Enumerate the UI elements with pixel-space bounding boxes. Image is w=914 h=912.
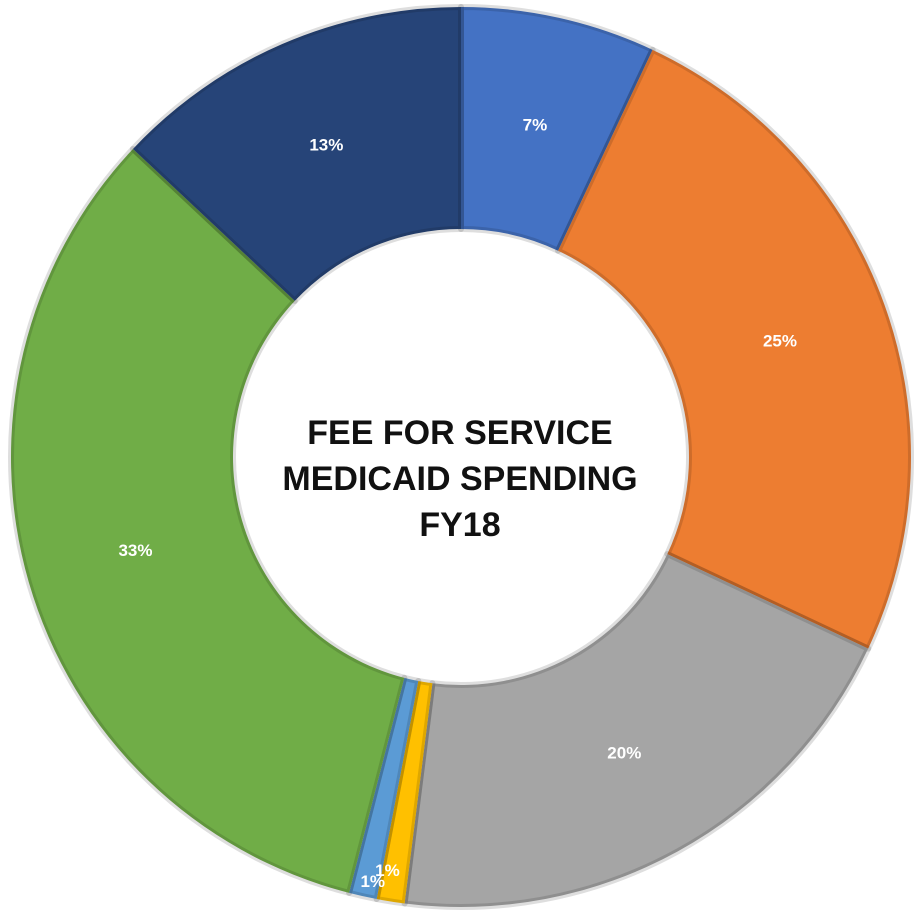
slice: [458, 4, 656, 254]
chart-title: FEE FOR SERVICE MEDICAID SPENDING FY18: [282, 414, 638, 544]
slice: [8, 145, 408, 896]
data-label: 1%: [360, 872, 385, 891]
data-label: 20%: [607, 744, 641, 763]
data-label: 13%: [309, 135, 343, 154]
slice: [373, 677, 436, 907]
slice: [555, 46, 914, 652]
data-label: 33%: [118, 541, 152, 560]
slice: [129, 4, 464, 304]
data-label: 7%: [523, 116, 548, 135]
slice: [346, 674, 422, 903]
data-label: 1%: [375, 861, 400, 880]
data-label: 25%: [763, 332, 797, 351]
slice: [401, 551, 872, 910]
